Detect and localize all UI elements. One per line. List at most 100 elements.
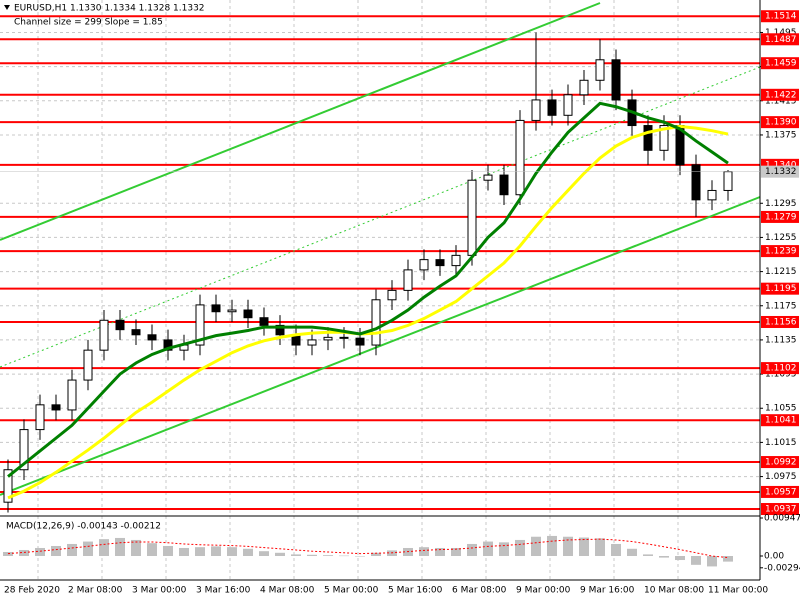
macd-bar: [483, 541, 493, 557]
y-tick-label: 1.1255: [765, 233, 797, 243]
macd-bar: [563, 536, 573, 557]
macd-bar: [259, 551, 269, 557]
candle-body: [403, 269, 413, 291]
level-label: 1.0992: [765, 458, 797, 468]
macd-bar: [643, 554, 653, 557]
candle-body: [211, 304, 221, 313]
macd-bar: [227, 547, 237, 557]
candle-body: [163, 339, 173, 351]
candle-body: [387, 289, 397, 301]
macd-bar: [211, 546, 221, 557]
candle-body: [35, 404, 45, 431]
x-tick-label: 9 Mar 16:00: [580, 586, 635, 596]
macd-bar: [99, 539, 109, 557]
level-label: 1.1156: [765, 317, 797, 327]
y-tick-label: 1.0975: [765, 472, 797, 482]
macd-bar: [51, 545, 61, 557]
plot: [3, 32, 733, 567]
macd-bar: [611, 543, 621, 557]
macd-bar: [67, 543, 77, 557]
level-label: 1.1239: [765, 247, 797, 257]
level-label-box: [761, 116, 799, 129]
macd-bar: [675, 556, 685, 561]
x-tick-label: 2 Mar 08:00: [68, 586, 123, 596]
macd-bar: [243, 548, 253, 557]
macd-tick-label: 0.00: [764, 552, 784, 562]
macd-bar: [19, 549, 29, 557]
candle-body: [579, 79, 589, 96]
level-label: 1.1459: [765, 59, 797, 69]
current-price-box: [761, 165, 799, 178]
macd-bar: [707, 556, 717, 567]
macd-bar: [515, 539, 525, 557]
candle-body: [659, 125, 669, 151]
macd-bar: [275, 552, 285, 557]
axis: 1.14951.14551.14151.13751.12951.12551.12…: [0, 10, 800, 596]
candle-body: [259, 317, 269, 326]
level-label-box: [761, 362, 799, 375]
x-tick-label: 10 Mar 08:00: [644, 586, 704, 596]
candle-body: [371, 299, 381, 346]
candle-body: [99, 319, 109, 351]
candle-body: [195, 304, 205, 346]
moving-average: [7, 101, 729, 478]
macd-bar: [307, 554, 317, 557]
candle-body: [243, 309, 253, 319]
candle-body: [83, 349, 93, 381]
macd-bar: [723, 556, 733, 562]
candle-body: [563, 94, 573, 116]
level-label: 1.1390: [765, 118, 797, 128]
candle-body: [499, 174, 509, 196]
candle-body: [723, 171, 733, 191]
macd-bar: [163, 545, 173, 557]
y-tick-label: 1.1295: [765, 199, 797, 209]
candle-body: [451, 254, 461, 267]
macd-bar: [355, 556, 365, 557]
candle-body: [339, 336, 349, 339]
candle-body: [307, 339, 317, 346]
level-label: 1.1279: [765, 212, 797, 222]
macd-bar: [435, 547, 445, 557]
x-tick-label: 4 Mar 08:00: [260, 586, 315, 596]
level-label: 1.1195: [765, 284, 797, 294]
y-tick-label: 1.1175: [765, 301, 797, 311]
channel-info: Channel size = 299 Slope = 1.85: [14, 18, 163, 28]
candle-body: [707, 189, 717, 201]
macd-bar: [147, 543, 157, 557]
candle-body: [147, 334, 157, 341]
x-tick-label: 3 Mar 16:00: [196, 586, 251, 596]
y-tick-label: 1.1495: [765, 28, 797, 38]
macd-bar: [179, 547, 189, 557]
channel-upper: [0, 2, 601, 241]
macd-tick-label: -0.00294: [764, 563, 800, 573]
candle-body: [67, 379, 77, 411]
candle-body: [435, 259, 445, 267]
x-tick-label: 28 Feb 2020: [4, 586, 60, 596]
macd-bar: [531, 536, 541, 557]
level-label: 1.1487: [765, 35, 797, 45]
level-label-box: [761, 10, 799, 23]
level-label: 1.1102: [765, 364, 797, 374]
candle-body: [643, 125, 653, 151]
x-tick-label: 6 Mar 08:00: [452, 586, 507, 596]
candle-body: [227, 309, 237, 313]
macd-bar: [131, 539, 141, 557]
level-label-box: [761, 57, 799, 70]
moving-average: [7, 124, 729, 500]
macd-bar: [323, 555, 333, 557]
macd-bar: [499, 542, 509, 557]
x-tick-label: 5 Mar 16:00: [388, 586, 443, 596]
macd-bar: [451, 547, 461, 557]
x-tick-label: 5 Mar 00:00: [324, 586, 379, 596]
level-label-box: [761, 456, 799, 469]
level-label: 1.1340: [765, 160, 797, 170]
candle-body: [275, 324, 285, 336]
level-label-box: [761, 210, 799, 223]
y-tick-label: 1.1055: [765, 404, 797, 414]
macd-bar: [691, 556, 701, 565]
macd-bar: [291, 554, 301, 557]
candle-body: [515, 119, 525, 196]
candle-body: [19, 429, 29, 471]
x-tick-label: 9 Mar 00:00: [516, 586, 571, 596]
